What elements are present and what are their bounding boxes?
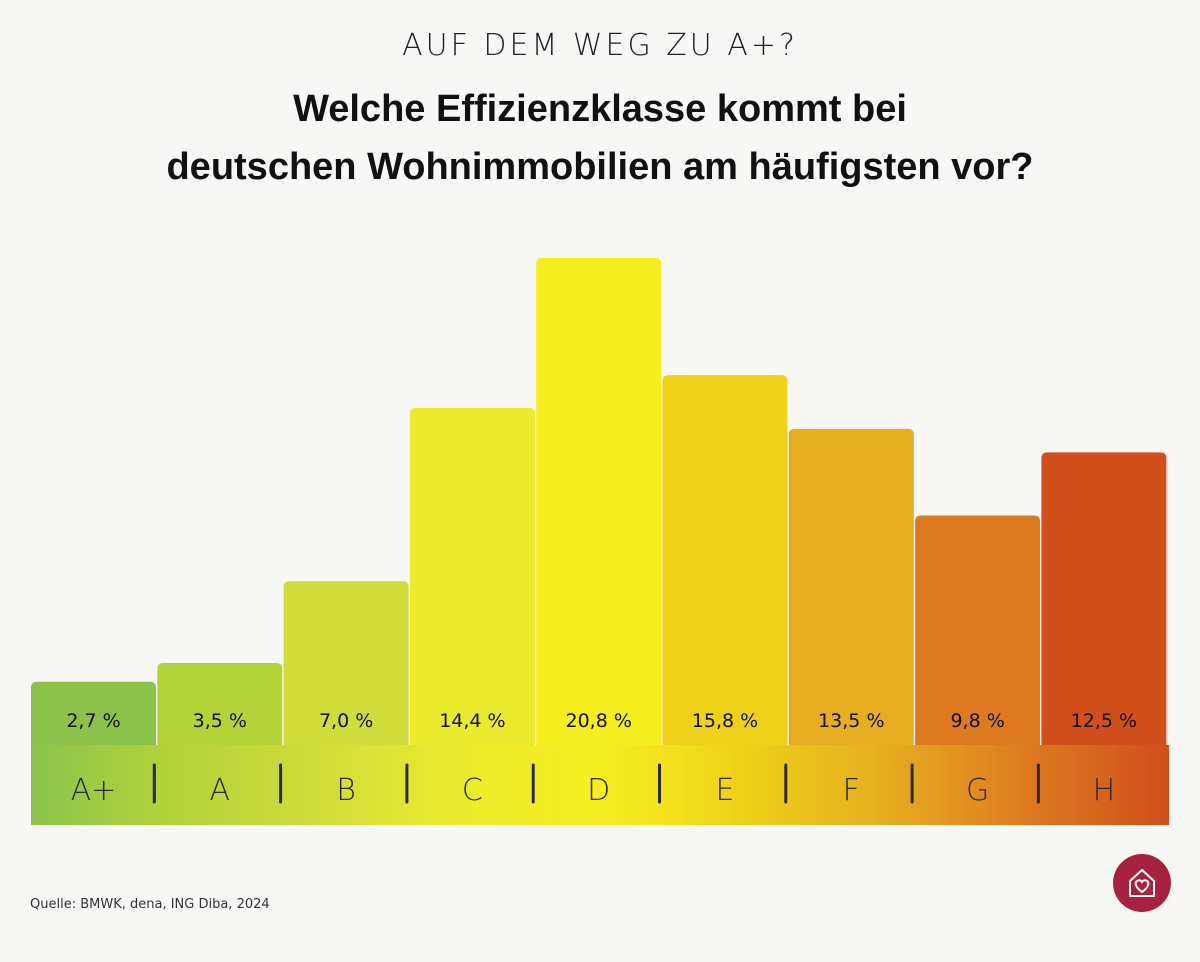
category-label-H: H <box>1093 773 1116 808</box>
value-label-G: 9,8 % <box>950 710 1004 732</box>
value-label-E: 15,8 % <box>692 710 758 732</box>
value-label-F: 13,5 % <box>818 710 884 732</box>
bar-H <box>1041 452 1167 747</box>
chart-title: Welche Effizienzklasse kommt bei deutsch… <box>0 80 1200 196</box>
category-label-A+: A+ <box>71 773 117 808</box>
bar-C <box>409 407 535 747</box>
bar-F <box>788 428 914 747</box>
category-label-F: F <box>843 773 860 808</box>
chart-title-line-2: deutschen Wohnimmobilien am häufigsten v… <box>166 146 1034 188</box>
value-label-B: 7,0 % <box>319 710 373 732</box>
bar-B <box>283 581 409 747</box>
category-label-E: E <box>716 773 735 808</box>
chart-kicker: AUF DEM WEG ZU A+? <box>402 28 798 63</box>
category-label-A: A <box>210 773 231 808</box>
bar-G <box>915 515 1041 747</box>
value-label-A: 3,5 % <box>193 710 247 732</box>
category-label-D: D <box>587 773 610 808</box>
bar-A <box>157 663 283 747</box>
bar-E <box>662 375 788 747</box>
efficiency-scale-band <box>31 745 1169 825</box>
value-label-A+: 2,7 % <box>66 710 120 732</box>
value-label-H: 12,5 % <box>1071 710 1137 732</box>
chart-title-line-1: Welche Effizienzklasse kommt bei <box>293 88 907 130</box>
bar-A+ <box>31 681 156 747</box>
source-note: Quelle: BMWK, dena, ING Diba, 2024 <box>30 897 270 912</box>
value-label-D: 20,8 % <box>565 710 631 732</box>
house-heart-icon <box>1113 854 1171 912</box>
value-label-C: 14,4 % <box>439 710 505 732</box>
bar-D <box>536 258 662 747</box>
category-label-C: C <box>462 773 483 808</box>
category-label-G: G <box>966 773 989 808</box>
category-label-B: B <box>336 773 356 808</box>
